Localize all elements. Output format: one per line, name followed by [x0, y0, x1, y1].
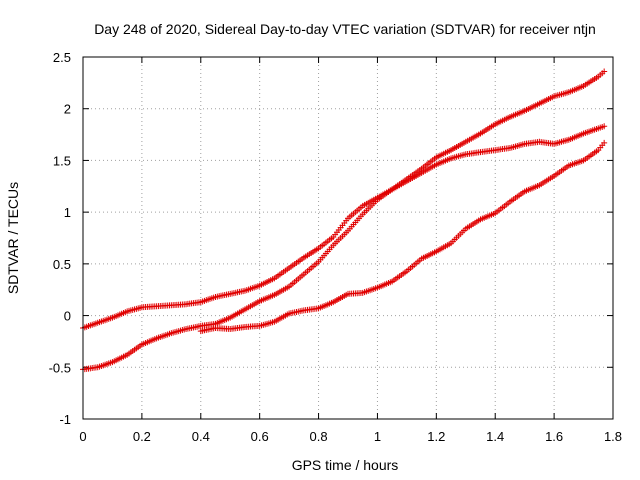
series-middle — [80, 123, 608, 373]
y-tick-label: 1.5 — [53, 153, 71, 168]
y-tick-label: -0.5 — [49, 360, 71, 375]
y-tick-label: 0.5 — [53, 257, 71, 272]
x-tick-label: 0.2 — [133, 429, 151, 444]
x-tick-label: 1.4 — [486, 429, 504, 444]
x-tick-label: 0 — [79, 429, 86, 444]
y-tick-label: -1 — [59, 412, 71, 427]
chart-title: Day 248 of 2020, Sidereal Day-to-day VTE… — [94, 21, 596, 37]
y-tick-label: 2 — [64, 102, 71, 117]
y-tick-label: 0 — [64, 309, 71, 324]
series-bottom — [197, 139, 608, 335]
grid — [82, 56, 614, 420]
plot-frame — [82, 56, 614, 420]
tick-labels: 0 0.2 0.4 0.6 0.8 1 1.2 1.4 1.6 1.8 -1 -0.5 0 0.5 1 1.5… — [49, 50, 622, 444]
x-tick-label: 0.6 — [251, 429, 269, 444]
x-axis-label: GPS time / hours — [292, 457, 399, 473]
y-tick-label: 2.5 — [53, 50, 71, 65]
data-point — [601, 68, 608, 75]
data-point — [601, 139, 608, 146]
x-tick-label: 0.8 — [310, 429, 328, 444]
data-series — [80, 68, 608, 373]
y-tick-label: 1 — [64, 205, 71, 220]
x-tick-label: 1 — [374, 429, 381, 444]
x-tick-label: 1.6 — [545, 429, 563, 444]
data-point — [601, 123, 608, 130]
x-tick-label: 1.8 — [604, 429, 622, 444]
x-tick-label: 1.2 — [427, 429, 445, 444]
x-tick-label: 0.4 — [192, 429, 210, 444]
series-top — [80, 68, 608, 331]
y-axis-label: SDTVAR / TECUs — [5, 182, 21, 294]
